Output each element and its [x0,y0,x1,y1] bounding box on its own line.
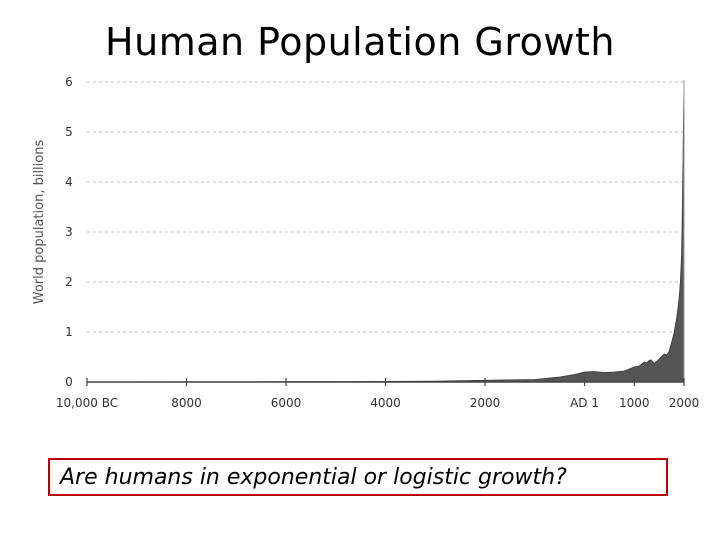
y-tick-label: 4 [65,175,73,189]
x-tick-label: 2000 [470,396,501,410]
y-tick-labels: 0 1 2 3 4 5 6 [65,75,73,389]
x-tick-label: AD 1 [570,396,599,410]
x-tick-label: 1000 [619,396,650,410]
y-tick-label: 2 [65,275,73,289]
chart-area-series [86,81,685,383]
chart-axes [86,80,685,386]
y-tick-label: 5 [65,125,73,139]
x-tick-label: 6000 [271,396,302,410]
slide-title: Human Population Growth [105,20,615,64]
y-axis-label: World population, billions [32,140,47,305]
y-tick-label: 0 [65,375,73,389]
x-tick-labels: 10,000 BC 8000 6000 4000 2000 AD 1 1000 2000 [56,396,699,410]
y-tick-label: 3 [65,225,73,239]
population-area [86,81,685,383]
x-tick-label: 2000 [669,396,700,410]
y-tick-label: 1 [65,325,73,339]
question-box: Are humans in exponential or logistic gr… [48,458,668,496]
x-tick-label: 4000 [370,396,401,410]
y-tick-label: 6 [65,75,73,89]
x-tick-label: 10,000 BC [56,396,118,410]
x-tick-label: 8000 [171,396,202,410]
chart-gridlines [87,81,684,333]
